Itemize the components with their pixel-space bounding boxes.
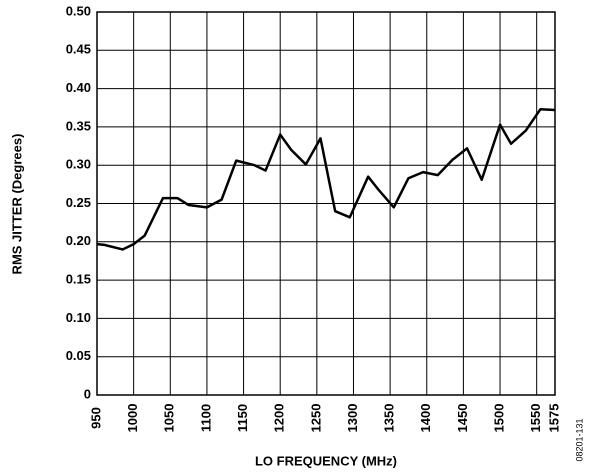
y-tick-label: 0.25 bbox=[66, 195, 91, 210]
x-tick-label: 1150 bbox=[235, 404, 250, 432]
x-tick-label: 1100 bbox=[198, 404, 213, 432]
y-tick-label: 0.10 bbox=[66, 310, 91, 325]
y-tick-label: 0.20 bbox=[66, 233, 91, 248]
x-tick-label: 1350 bbox=[382, 404, 397, 433]
y-tick-label: 0.50 bbox=[66, 3, 91, 18]
x-tick-label: 1575 bbox=[546, 404, 561, 433]
y-tick-label: 0.45 bbox=[66, 42, 91, 57]
x-tick-label: 1300 bbox=[345, 404, 360, 433]
y-tick-label: 0.05 bbox=[66, 348, 91, 363]
y-axis-label: RMS JITTER (Degrees) bbox=[9, 134, 24, 275]
x-tick-label: 1250 bbox=[308, 404, 323, 433]
data-line bbox=[96, 108, 556, 251]
y-tick-label: 0.30 bbox=[66, 157, 91, 172]
x-tick-label: 1000 bbox=[125, 404, 140, 433]
y-tick-label: 0 bbox=[84, 386, 91, 401]
y-tick-label: 0.40 bbox=[66, 80, 91, 95]
x-tick-label: 1450 bbox=[455, 404, 470, 433]
y-tick-label: 0.15 bbox=[66, 272, 91, 287]
x-tick-label: 950 bbox=[88, 407, 103, 429]
x-axis-label: LO FREQUENCY (MHz) bbox=[255, 453, 397, 468]
x-tick-label: 1500 bbox=[491, 404, 506, 433]
x-tick-label: 1400 bbox=[418, 404, 433, 433]
y-tick-label: 0.35 bbox=[66, 118, 91, 133]
x-tick-label: 1550 bbox=[528, 404, 543, 433]
plot-frame bbox=[96, 11, 556, 396]
x-tick-label: 1050 bbox=[162, 404, 177, 433]
figure-id: 08201-131 bbox=[574, 418, 584, 461]
x-tick-label: 1200 bbox=[272, 404, 287, 433]
